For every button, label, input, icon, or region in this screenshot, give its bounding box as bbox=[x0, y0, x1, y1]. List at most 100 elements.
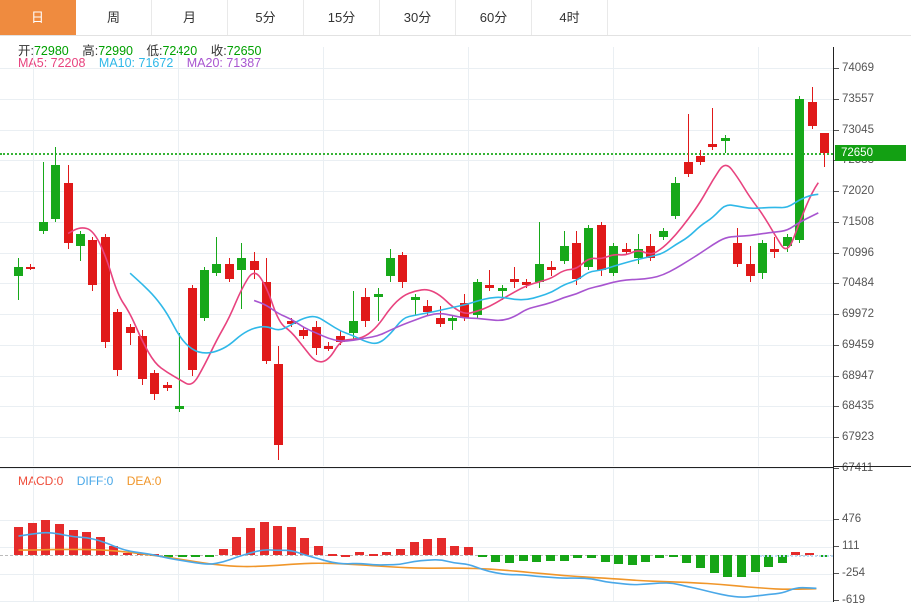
macd-histogram-bar bbox=[27, 523, 37, 556]
price-vgridline bbox=[323, 47, 324, 466]
tab-日[interactable]: 日 bbox=[0, 0, 76, 35]
macd-histogram-bar bbox=[600, 555, 610, 563]
macd-histogram-bar bbox=[245, 527, 255, 556]
candle-body bbox=[423, 306, 433, 313]
candle-body bbox=[274, 363, 284, 445]
candle-body bbox=[138, 336, 147, 379]
price-panel[interactable] bbox=[0, 47, 833, 469]
candle-body bbox=[782, 237, 792, 247]
price-axis-tick bbox=[834, 344, 839, 346]
tab-15分[interactable]: 15分 bbox=[304, 0, 380, 35]
macd-histogram-bar bbox=[450, 545, 460, 556]
candle-body bbox=[460, 303, 470, 319]
dea-line bbox=[18, 548, 817, 591]
macd-panel[interactable]: MACD:0 DIFF:0 DEA:0 bbox=[0, 467, 833, 602]
price-axis-label: 73557 bbox=[842, 92, 874, 105]
candle-body bbox=[708, 144, 718, 148]
price-gridline bbox=[0, 191, 833, 193]
price-axis-tick bbox=[834, 252, 839, 254]
macd-histogram-bar bbox=[532, 555, 542, 562]
candle-wick bbox=[638, 234, 639, 265]
candle-body bbox=[733, 243, 743, 265]
macd-histogram-bar bbox=[177, 555, 187, 558]
macd-histogram-bar bbox=[218, 548, 228, 556]
candle-body bbox=[361, 297, 371, 322]
macd-histogram-bar bbox=[696, 555, 705, 568]
macd-histogram-bar bbox=[82, 531, 92, 556]
tab-30分[interactable]: 30分 bbox=[380, 0, 456, 35]
candle-body bbox=[26, 267, 36, 270]
candle-body bbox=[609, 246, 619, 274]
price-axis-tick bbox=[834, 437, 839, 439]
candle-body bbox=[559, 246, 569, 262]
price-axis-label: 70996 bbox=[842, 246, 874, 259]
macd-histogram-bar bbox=[259, 521, 269, 556]
candle-body bbox=[671, 183, 681, 217]
macd-histogram-bar bbox=[709, 555, 719, 573]
tab-5分[interactable]: 5分 bbox=[228, 0, 304, 35]
candle-body bbox=[286, 321, 296, 325]
macd-line-overlay bbox=[18, 531, 817, 598]
macd-histogram-bar bbox=[627, 555, 637, 565]
candle-body bbox=[14, 267, 23, 277]
price-axis-tick bbox=[834, 406, 839, 408]
candle-body bbox=[38, 222, 48, 232]
macd-histogram-bar bbox=[95, 536, 105, 556]
macd-histogram-bar bbox=[477, 555, 487, 558]
macd-histogram-bar bbox=[750, 555, 760, 573]
candle-wick bbox=[489, 270, 491, 292]
macd-zero-line bbox=[0, 555, 833, 557]
candle-wick bbox=[514, 267, 515, 289]
candle-body bbox=[336, 336, 346, 343]
candle-body bbox=[807, 102, 817, 127]
candle-wick bbox=[452, 315, 453, 331]
candle-wick bbox=[687, 114, 689, 178]
macd-vgridline bbox=[323, 468, 324, 602]
tab-月[interactable]: 月 bbox=[152, 0, 228, 35]
macd-histogram-bar bbox=[464, 547, 474, 556]
candle-wick bbox=[712, 108, 714, 151]
tab-4时[interactable]: 4时 bbox=[532, 0, 608, 35]
macd-axis-label: 111 bbox=[842, 540, 860, 552]
price-vgridline bbox=[33, 47, 34, 466]
price-gridline bbox=[0, 406, 833, 408]
price-vgridline bbox=[468, 47, 469, 466]
candle-wick bbox=[352, 291, 354, 340]
macd-axis-tick bbox=[834, 600, 839, 601]
candle-wick bbox=[241, 243, 243, 310]
macd-histogram-bar bbox=[314, 546, 324, 556]
candle-body bbox=[584, 228, 594, 268]
macd-histogram-bar bbox=[54, 524, 64, 556]
candle-body bbox=[299, 330, 309, 337]
macd-histogram-bar bbox=[164, 555, 174, 558]
macd-gridline bbox=[0, 574, 833, 575]
macd-histogram-bar bbox=[777, 555, 787, 564]
macd-histogram-bar bbox=[300, 538, 310, 556]
macd-histogram-bar bbox=[341, 555, 351, 558]
candle-body bbox=[820, 133, 829, 154]
macd-vgridline bbox=[758, 468, 759, 602]
candle-body bbox=[88, 240, 98, 286]
price-axis-tick bbox=[834, 375, 839, 377]
macd-histogram-bar bbox=[68, 530, 78, 556]
macd-axis-tick bbox=[834, 546, 839, 547]
price-axis-label: 67411 bbox=[842, 462, 874, 474]
price-axis-label: 70484 bbox=[842, 277, 874, 290]
price-axis-label: 68435 bbox=[842, 400, 874, 413]
price-gridline bbox=[0, 68, 833, 69]
candle-body bbox=[348, 321, 358, 334]
candle-body bbox=[76, 234, 85, 247]
ma10-line bbox=[129, 193, 819, 354]
price-axis-label: 69972 bbox=[842, 308, 874, 321]
tab-60分[interactable]: 60分 bbox=[456, 0, 532, 35]
candle-body bbox=[497, 288, 507, 292]
macd-histogram-bar bbox=[586, 555, 596, 558]
candle-body bbox=[448, 318, 457, 322]
candle-body bbox=[720, 138, 730, 142]
price-axis-label: 71508 bbox=[842, 215, 874, 228]
candle-wick bbox=[439, 306, 441, 328]
tab-周[interactable]: 周 bbox=[76, 0, 152, 35]
candle-body bbox=[522, 282, 532, 286]
price-axis-tick bbox=[834, 314, 839, 316]
candle-body bbox=[634, 249, 643, 259]
